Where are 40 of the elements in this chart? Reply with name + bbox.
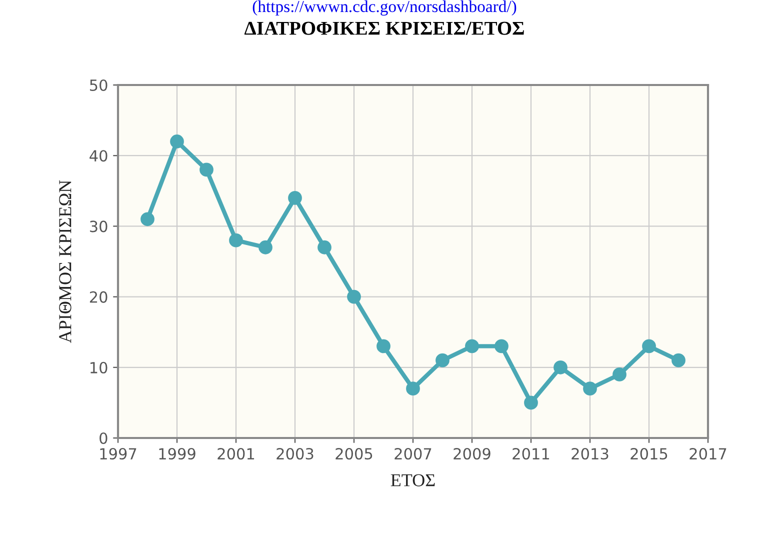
x-tick-label: 2001 [218,448,254,460]
x-tick-label: 2003 [276,448,314,460]
x-tick-label: 2011 [512,448,550,460]
x-axis-title: ΕΤΟΣ [390,474,435,486]
x-tick-label: 1997 [100,448,136,460]
point [258,240,272,254]
point [318,240,332,254]
point [376,339,390,354]
x-tick-label: 2009 [454,448,490,460]
point [524,396,538,410]
y-axis-title: ΑΡΙΘΜΟΣ ΚΡΙΣΕΩΝ [59,180,72,343]
x-tick-label: 2015 [630,448,668,460]
point [554,360,568,374]
y-tick-label: 30 [90,220,108,232]
point [612,368,626,382]
x-tick-label: 2007 [394,448,432,460]
y-tick-label: 50 [90,79,108,92]
y-tick-label: 40 [90,150,108,162]
point [494,339,508,354]
point [229,233,243,248]
point [465,339,479,354]
text: (https://wwwn.cdc.gov/norsdashboard/) [252,0,516,16]
point [288,191,302,205]
point [436,353,450,368]
point [140,212,154,226]
point [170,134,184,148]
y-tick-label: 0 [100,432,108,444]
x-tick-label: 2005 [336,448,372,460]
y-tick-label: 20 [90,291,108,303]
point [406,382,420,396]
point [672,353,686,368]
x-tick-label: 2013 [572,448,608,460]
point [642,339,656,354]
x-tick-label: 1999 [159,448,196,460]
point [583,382,597,396]
x-tick-label: 2017 [690,448,726,460]
chart-title: ΔΙΑΤΡΟΦΙΚΕΣ ΚΡΙΣΕΙΣ/ΕΤΟΣ [244,22,524,35]
point [200,162,214,177]
point [347,290,361,304]
y-tick-label: 10 [90,362,108,374]
